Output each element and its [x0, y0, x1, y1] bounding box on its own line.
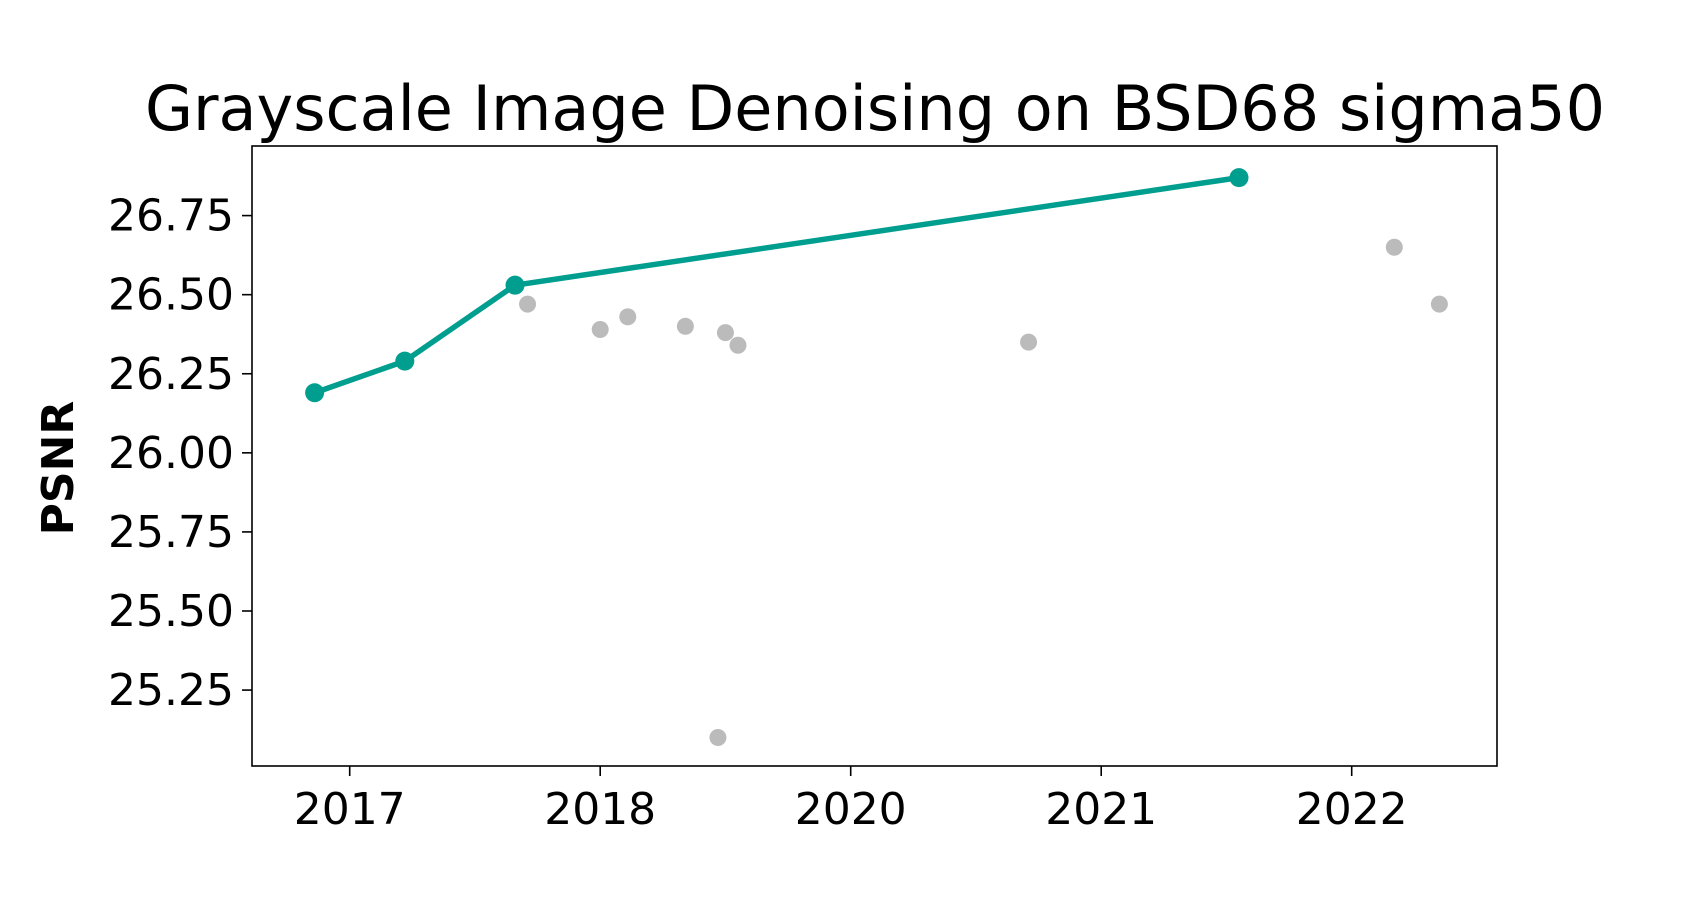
y-tick-label: 25.50: [108, 586, 234, 637]
y-axis-label: PSNR: [33, 401, 84, 536]
x-tick-label: 2020: [795, 784, 907, 835]
y-tick-label: 25.75: [108, 507, 234, 558]
y-tick-label: 25.25: [108, 665, 234, 716]
x-tick-label: 2018: [544, 784, 656, 835]
other-model-point: [519, 295, 537, 313]
sota-line: [311, 174, 1242, 396]
y-tick-label: 26.50: [108, 270, 234, 321]
plot-area: 25.25 25.50 25.75 26.00 26.25 26.50 26.75 2017 2…: [108, 145, 1498, 835]
other-model-point: [709, 729, 727, 747]
y-tick-label: 26.25: [108, 349, 234, 400]
sota-point: [305, 383, 325, 403]
sota-point: [505, 275, 525, 295]
other-model-point: [676, 317, 694, 335]
x-tick-label: 2022: [1296, 784, 1408, 835]
other-model-point: [591, 320, 609, 338]
x-tick-label: 2017: [294, 784, 406, 835]
other-model-point: [1430, 295, 1448, 313]
chart-title: Grayscale Image Denoising on BSD68 sigma…: [145, 72, 1605, 145]
plot-frame: [251, 145, 1498, 767]
x-tick-label: 2021: [1045, 784, 1157, 835]
y-tick-label: 26.75: [108, 191, 234, 242]
other-model-point: [619, 308, 637, 326]
y-tick-label: 26.00: [108, 428, 234, 479]
other-model-point: [1020, 333, 1038, 351]
other-model-point: [716, 324, 734, 342]
other-model-point: [729, 336, 747, 354]
other-model-point: [1385, 238, 1403, 256]
sota-point: [1229, 168, 1249, 188]
sota-point: [395, 351, 415, 371]
